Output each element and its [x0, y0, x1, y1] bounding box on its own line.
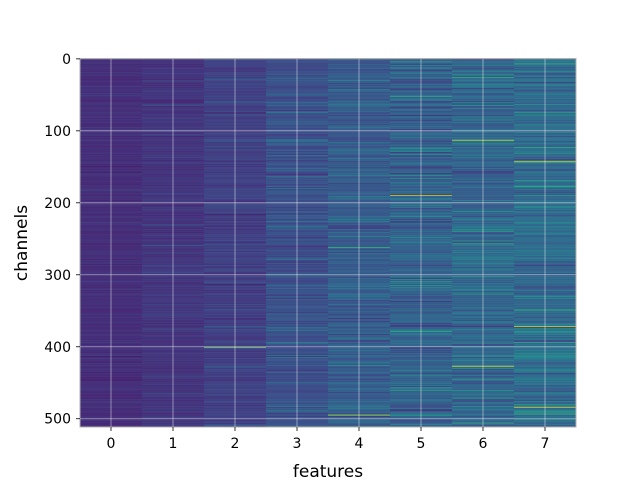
y-axis-ticks: 0 100 200 300 400 500 [44, 52, 80, 428]
grid-lines [80, 58, 576, 427]
y-tick-label: 100 [44, 124, 71, 140]
x-tick-label: 2 [231, 436, 240, 452]
x-tick-label: 6 [479, 436, 488, 452]
y-tick-label: 400 [44, 340, 71, 356]
x-axis-ticks: 0 1 2 3 4 5 6 7 [107, 427, 550, 452]
x-tick-label: 4 [355, 436, 364, 452]
y-tick-label: 500 [44, 412, 71, 428]
x-tick-label: 5 [417, 436, 426, 452]
heatmap-cells [80, 58, 577, 428]
y-tick-label: 200 [44, 196, 71, 212]
plot-frame [79, 58, 577, 428]
y-tick-label: 300 [44, 268, 71, 284]
x-tick-label: 3 [293, 436, 302, 452]
x-axis-label: features [293, 462, 363, 480]
y-axis-label: channels [12, 205, 32, 281]
y-tick-label: 0 [62, 52, 71, 68]
x-tick-label: 7 [541, 436, 550, 452]
x-tick-label: 0 [107, 436, 116, 452]
x-tick-label: 1 [169, 436, 178, 452]
